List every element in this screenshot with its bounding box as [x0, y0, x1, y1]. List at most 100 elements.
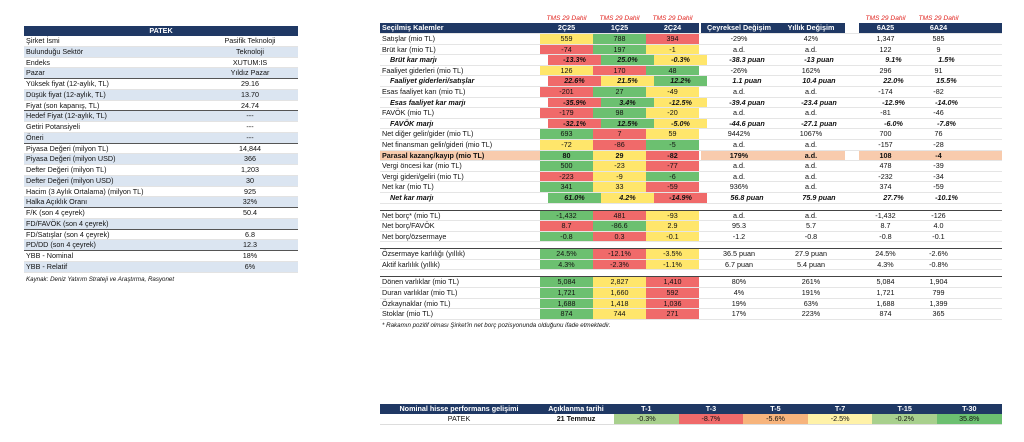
table-cell: 108 [879, 150, 892, 160]
table-cell: -46 [933, 108, 944, 118]
table-cell: 1,347 [876, 34, 895, 43]
table-cell: 1.1 puan [732, 76, 762, 86]
info-row: Endeks XUTUM:IS [24, 58, 298, 69]
info-value: --- [246, 132, 254, 142]
info-row: Öneri --- [24, 132, 298, 144]
table-cell: -77 [646, 161, 699, 171]
table-row: Net finansman gelir/gideri (mio TL) -72 -8… [380, 139, 1002, 151]
table-cell: 5,084 [876, 277, 895, 287]
table-cell: -28 [933, 139, 944, 149]
row-label: Vergi öncesi kar (mio TL) [382, 161, 462, 171]
table-cell: 179% [729, 150, 749, 160]
info-label: Fiyat (son kapanış, TL) [26, 100, 100, 110]
info-row: Yüksek fiyat (12-aylık, TL) 29.16 [24, 79, 298, 90]
info-label: Endeks [26, 57, 50, 67]
table-row: Dönen varlıklar (mio TL) 5,084 2,827 1,410 8… [380, 277, 1002, 289]
table-cell: -0.1 [646, 231, 699, 242]
table-cell: a.d. [805, 139, 817, 149]
table-cell: a.d. [733, 210, 745, 220]
tms-label: TMS 29 Dahil [865, 15, 906, 22]
table-cell: 936% [729, 182, 749, 192]
table-cell: 48 [646, 65, 699, 76]
company-info-table: PATEK Şirket İsmi Pasifik Teknoloji Bulund… [24, 26, 298, 283]
header-cell: T-15 [897, 404, 912, 413]
table-row: Vergi öncesi kar (mio TL) 500 -23 -77 a.d. a.… [380, 161, 1002, 172]
table-cell: 61.0% [548, 192, 601, 203]
table-cell: 481 [593, 210, 646, 221]
table-row: Net diğer gelir/gider (mio TL) 693 7 59 9442… [380, 129, 1002, 140]
table-cell: 788 [593, 34, 646, 44]
table-cell: 5,084 [540, 277, 593, 288]
info-value: 24.74 [241, 100, 259, 110]
info-label: Düşük fiyat (12-aylık, TL) [26, 89, 106, 99]
table-cell: 874 [879, 309, 892, 319]
info-value: 1,203 [241, 165, 259, 174]
info-value: XUTUM:IS [232, 57, 268, 67]
table-cell: 33 [593, 182, 646, 192]
table-cell: 24.5% [540, 249, 593, 259]
table-cell: 4.3% [877, 259, 894, 269]
table-cell: 36.5 puan [723, 249, 755, 259]
table-cell: -0.3% [654, 55, 707, 65]
table-cell: 170 [593, 65, 646, 76]
header-cell: Yıllık Değişim [787, 23, 835, 32]
row-label: Net borç/FAVÖK [382, 221, 435, 231]
company-info-title: PATEK [24, 26, 298, 36]
tms-label: TMS 29 Dahil [652, 15, 693, 22]
table-cell: 4.2% [601, 192, 654, 203]
header-cell: T-5 [770, 404, 781, 413]
info-label: Hedef Fiyat (12-aylık, TL) [26, 111, 107, 121]
info-label: Pazar [26, 68, 45, 78]
row-label: Brüt kar marjı [390, 55, 437, 65]
info-row: FD/FAVÖK (son 4 çeyrek) [24, 218, 298, 230]
table-cell: -3.5% [646, 249, 699, 259]
table-cell: 80 [540, 150, 593, 161]
financials-rows: Satışlar (mio TL) 559 788 394 -29% 42% 1,347 58… [380, 34, 1002, 320]
row-label: Esas faaliyet karı (mio TL) [382, 86, 466, 96]
table-cell: 478 [879, 161, 892, 171]
table-row: Net kar (mio TL) 341 33 -59 936% a.d. 374 -59 [380, 182, 1002, 193]
table-cell: 29 [593, 150, 646, 161]
table-cell: -5.0% [654, 118, 707, 129]
table-cell: -35.9% [548, 97, 601, 108]
table-cell: 374 [879, 182, 892, 192]
header-cell: 2Ç24 [663, 23, 682, 32]
table-row: Özkaynaklar (mio TL) 1,688 1,418 1,036 19% 63… [380, 298, 1002, 310]
table-cell: -14.9% [654, 192, 707, 203]
table-row: FAVÖK (mio TL) -179 98 -20 a.d. a.d. -81 -46 [380, 108, 1002, 119]
info-value: 925 [244, 186, 256, 196]
table-cell: 126 [540, 65, 593, 76]
tms-label: TMS 29 Dahil [918, 15, 959, 22]
performance-cell: 35.8% [936, 414, 1002, 424]
header-cell: T-30 [962, 404, 977, 413]
info-row: F/K (son 4 çeyrek) 50.4 [24, 208, 298, 219]
info-label: Yüksek fiyat (12-aylık, TL) [26, 79, 109, 88]
table-row: Net borç/FAVÖK 8.7 -86.6 2.9 95.3 5.7 8.7 4.0 [380, 221, 1002, 232]
row-label: Net borç/özsermaye [382, 231, 447, 241]
table-cell: 365 [932, 309, 945, 319]
info-value: 14,844 [239, 143, 261, 153]
info-row: Şirket İsmi Pasifik Teknoloji [24, 36, 298, 47]
table-cell: 17% [731, 309, 747, 319]
info-row: Fiyat (son kapanış, TL) 24.74 [24, 101, 298, 112]
table-cell: -86.6 [593, 221, 646, 231]
table-cell: 1,418 [593, 298, 646, 309]
table-cell: 27.9 puan [795, 249, 827, 259]
table-cell: 12.2% [654, 76, 707, 86]
table-cell: -82 [646, 150, 699, 161]
table-cell: -7.8% [937, 118, 956, 128]
info-row: Düşük fiyat (12-aylık, TL) 13.70 [24, 89, 298, 101]
table-cell: -34 [933, 171, 944, 181]
table-cell: 1,399 [929, 298, 948, 308]
info-label: PD/DD (son 4 çeyrek) [26, 240, 96, 250]
row-label: Net kar marjı [390, 192, 434, 202]
header-cell: Nominal hisse performans gelişimi [399, 404, 519, 413]
table-cell: 799 [932, 288, 945, 298]
date-cell: 21 Temmuz [556, 414, 596, 423]
table-cell: 296 [879, 65, 892, 75]
info-row: YBB - Nominal 18% [24, 251, 298, 262]
table-row: Parasal kazanç/kayıp (mio TL) 80 29 -82 179%… [380, 150, 1002, 162]
table-cell: 122 [879, 44, 892, 54]
table-cell: a.d. [733, 161, 745, 171]
table-cell: 9 [936, 44, 941, 54]
